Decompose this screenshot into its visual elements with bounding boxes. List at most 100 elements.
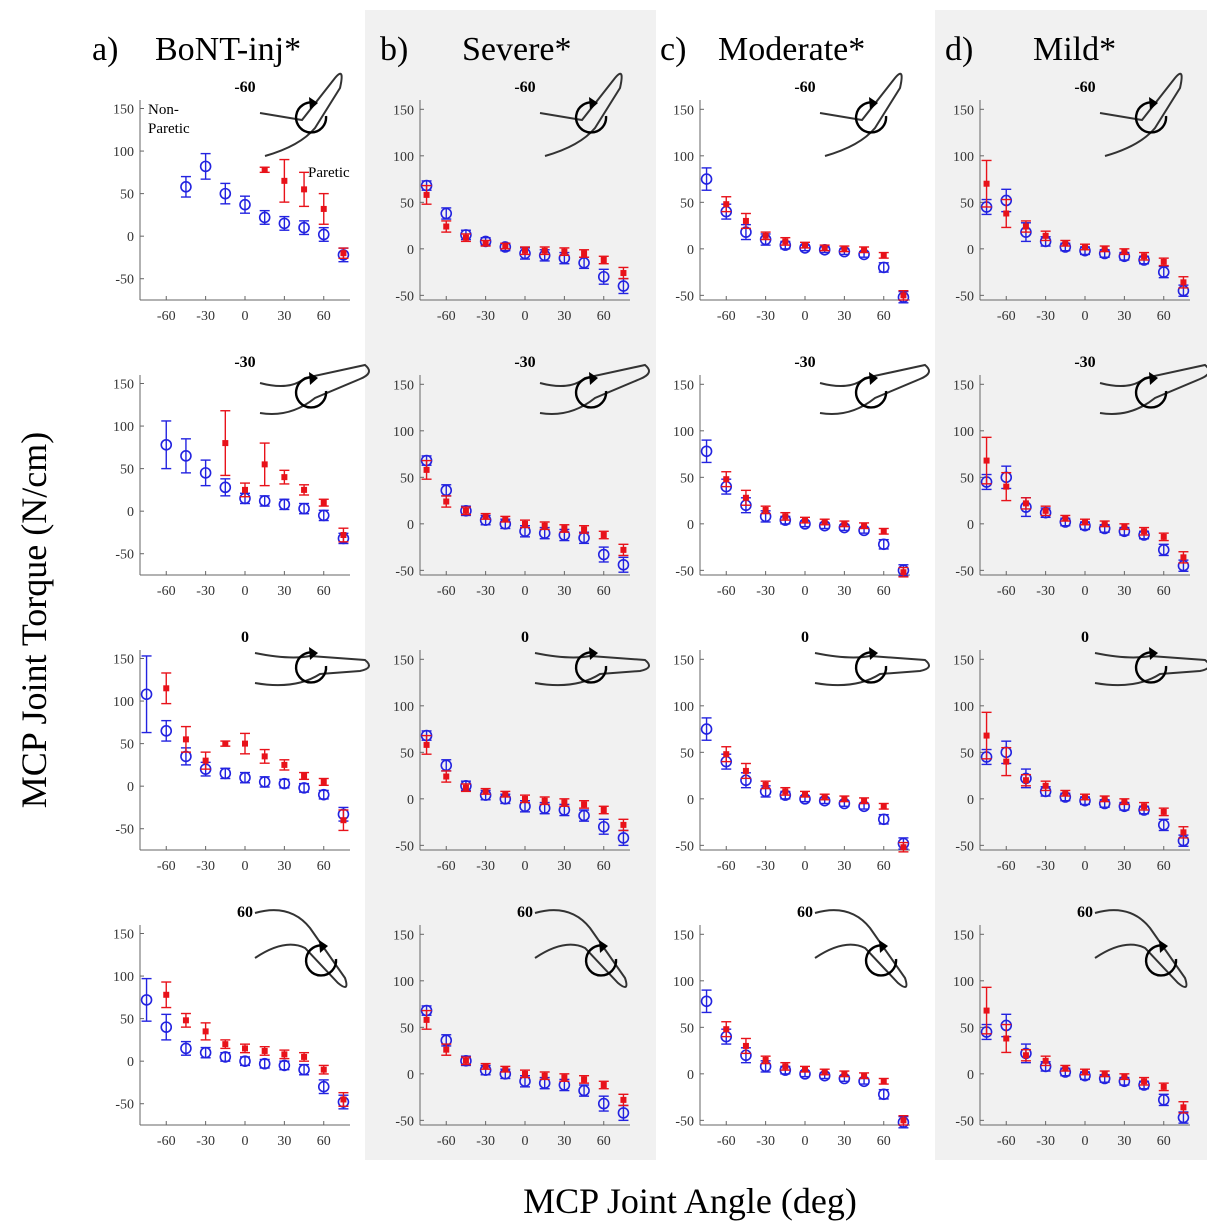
data-point	[742, 494, 749, 501]
y-tick-label: 50	[120, 463, 134, 478]
y-tick-label: 100	[393, 425, 414, 440]
rotation-arrow	[574, 101, 608, 134]
y-tick-label: 150	[113, 103, 134, 118]
panel-3-3: 60 150 100 50 0 -50 -60 -30 0 30 60	[953, 904, 1190, 1149]
data-point	[219, 187, 232, 200]
x-tick-label: 0	[242, 859, 249, 874]
data-point	[462, 234, 469, 241]
series-paretic	[721, 1021, 909, 1126]
data-point	[502, 243, 509, 250]
data-point	[581, 1076, 588, 1083]
finger-flexed-60-icon	[259, 72, 343, 157]
data-point	[541, 1072, 548, 1079]
y-tick-label: -50	[115, 823, 134, 838]
panel-title: 0	[241, 629, 249, 646]
finger-outline	[259, 363, 370, 415]
data-point	[983, 180, 990, 187]
panel-0-3: 60 150 100 50 0 -50 -60 -30 0 30 60	[113, 904, 350, 1149]
data-point	[1003, 1035, 1010, 1042]
panel-title: -60	[514, 79, 535, 96]
y-tick-label: 50	[960, 746, 974, 761]
x-tick-label: -60	[717, 859, 736, 874]
rotation-arrow	[304, 944, 338, 977]
data-point	[581, 801, 588, 808]
finger-outline	[814, 652, 930, 687]
data-point	[160, 725, 173, 737]
data-point	[877, 1088, 890, 1101]
data-point	[443, 1046, 450, 1053]
finger-extended-60-icon	[814, 909, 908, 988]
data-point	[258, 1057, 271, 1070]
data-point	[742, 767, 749, 774]
x-tick-label: -30	[476, 1134, 495, 1149]
series-non-paretic	[180, 152, 350, 263]
series-non-paretic	[700, 439, 910, 577]
panel-title: -60	[1074, 79, 1095, 96]
data-point	[1180, 279, 1187, 286]
x-tick-label: 60	[317, 584, 331, 599]
y-tick-label: 150	[953, 653, 974, 668]
y-tick-label: 50	[960, 471, 974, 486]
panel-2-0: -60 150 100 50 0 -50 -60 -30 0 30 60	[673, 72, 910, 324]
finger-straight-icon	[814, 647, 930, 687]
data-point	[278, 498, 291, 511]
data-point	[1121, 523, 1128, 530]
x-tick-label: 60	[597, 309, 611, 324]
data-point	[597, 548, 610, 561]
panel-1-0: -60 150 100 50 0 -50 -60 -30 0 30 60	[393, 72, 630, 324]
x-tick-label: -60	[717, 584, 736, 599]
data-point	[317, 1080, 330, 1093]
x-tick-label: 30	[1117, 1134, 1131, 1149]
data-point	[802, 1066, 808, 1073]
y-tick-label: 50	[960, 196, 974, 211]
rotation-arrow	[574, 651, 608, 684]
data-point	[1101, 245, 1108, 252]
finger-outline	[819, 72, 903, 157]
x-tick-label: 0	[802, 309, 809, 324]
data-point	[900, 569, 907, 576]
y-tick-label: 100	[393, 700, 414, 715]
data-point	[541, 522, 548, 529]
data-point	[1022, 223, 1029, 230]
rotation-arrowhead	[309, 372, 318, 385]
x-tick-label: 0	[1082, 584, 1089, 599]
x-tick-label: 60	[1157, 859, 1171, 874]
y-tick-label: 150	[953, 928, 974, 943]
data-point	[261, 753, 268, 760]
x-tick-label: 60	[597, 1134, 611, 1149]
data-point	[861, 522, 868, 529]
x-tick-label: 0	[802, 859, 809, 874]
series-paretic	[421, 184, 629, 280]
series-paretic	[259, 158, 349, 259]
panel-title: 60	[517, 904, 533, 921]
y-tick-label: 50	[680, 746, 694, 761]
y-tick-label: 50	[680, 471, 694, 486]
data-point	[219, 1051, 232, 1063]
y-tick-label: 150	[953, 103, 974, 118]
finger-outline	[1094, 909, 1188, 988]
data-point	[900, 844, 907, 851]
rotation-arrowhead	[309, 647, 318, 660]
y-tick-label: 0	[127, 505, 134, 520]
data-point	[199, 160, 212, 173]
rotation-arrowhead	[869, 372, 878, 385]
data-point	[617, 1107, 630, 1119]
series-paretic	[161, 672, 349, 832]
data-point	[258, 495, 271, 507]
data-point	[1042, 1057, 1049, 1064]
data-point	[877, 261, 890, 274]
y-tick-label: -50	[395, 839, 414, 854]
x-tick-label: 30	[837, 309, 851, 324]
finger-flexed-30-icon	[259, 363, 370, 415]
x-tick-label: -30	[476, 309, 495, 324]
rotation-arrowhead	[869, 97, 878, 110]
y-axis-label: MCP Joint Torque (N/cm)	[14, 432, 54, 808]
data-point	[423, 466, 430, 473]
x-tick-label: -60	[437, 1134, 456, 1149]
data-point	[723, 751, 730, 758]
y-tick-label: 0	[687, 1068, 694, 1083]
data-point	[620, 270, 627, 277]
data-point	[222, 740, 229, 747]
data-point	[443, 498, 450, 505]
data-point	[522, 795, 528, 802]
